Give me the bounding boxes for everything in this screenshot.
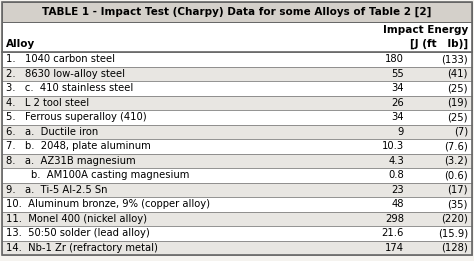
Text: Alloy: Alloy	[6, 39, 35, 49]
Text: 7.   b.  2048, plate aluminum: 7. b. 2048, plate aluminum	[6, 141, 151, 151]
Text: 23: 23	[392, 185, 404, 195]
Bar	[2, 240, 472, 255]
Text: (133): (133)	[441, 54, 468, 64]
Text: 298: 298	[385, 214, 404, 224]
Text: 26: 26	[391, 98, 404, 108]
Bar	[2, 211, 472, 226]
Text: (220): (220)	[441, 214, 468, 224]
Text: 4.3: 4.3	[388, 156, 404, 166]
Bar	[2, 124, 472, 139]
Text: 2.   8630 low-alloy steel: 2. 8630 low-alloy steel	[6, 69, 125, 79]
Bar	[2, 2, 472, 22]
Text: 0.8: 0.8	[388, 170, 404, 180]
Text: 48: 48	[392, 199, 404, 209]
Bar	[2, 197, 472, 211]
Text: 14.  Nb-1 Zr (refractory metal): 14. Nb-1 Zr (refractory metal)	[6, 243, 158, 253]
Text: (35): (35)	[447, 199, 468, 209]
Text: (3.2): (3.2)	[444, 156, 468, 166]
Bar	[2, 52, 472, 67]
Text: [J (ft   lb)]: [J (ft lb)]	[410, 39, 468, 49]
Text: 13.  50:50 solder (lead alloy): 13. 50:50 solder (lead alloy)	[6, 228, 150, 238]
Text: 34: 34	[392, 83, 404, 93]
Bar	[2, 226, 472, 240]
Text: (7): (7)	[454, 127, 468, 137]
Bar	[2, 182, 472, 197]
Text: 10.  Aluminum bronze, 9% (copper alloy): 10. Aluminum bronze, 9% (copper alloy)	[6, 199, 210, 209]
Text: 10.3: 10.3	[382, 141, 404, 151]
Text: (25): (25)	[447, 112, 468, 122]
Text: 1.   1040 carbon steel: 1. 1040 carbon steel	[6, 54, 115, 64]
Text: 174: 174	[385, 243, 404, 253]
Text: b.  AM100A casting magnesium: b. AM100A casting magnesium	[6, 170, 190, 180]
Text: (0.6): (0.6)	[444, 170, 468, 180]
Text: (41): (41)	[447, 69, 468, 79]
Text: (19): (19)	[447, 98, 468, 108]
Bar	[2, 168, 472, 182]
Text: 9: 9	[398, 127, 404, 137]
Bar	[2, 81, 472, 96]
Text: 4.   L 2 tool steel: 4. L 2 tool steel	[6, 98, 89, 108]
Text: 6.   a.  Ductile iron: 6. a. Ductile iron	[6, 127, 98, 137]
Bar	[2, 96, 472, 110]
Text: 34: 34	[392, 112, 404, 122]
Text: TABLE 1 - Impact Test (Charpy) Data for some Alloys of Table 2 [2]: TABLE 1 - Impact Test (Charpy) Data for …	[42, 7, 432, 17]
Text: 11.  Monel 400 (nickel alloy): 11. Monel 400 (nickel alloy)	[6, 214, 147, 224]
Text: (128): (128)	[441, 243, 468, 253]
Text: 8.   a.  AZ31B magnesium: 8. a. AZ31B magnesium	[6, 156, 136, 166]
Text: 5.   Ferrous superalloy (410): 5. Ferrous superalloy (410)	[6, 112, 146, 122]
Bar	[2, 139, 472, 153]
Bar	[2, 153, 472, 168]
Text: 180: 180	[385, 54, 404, 64]
Text: (17): (17)	[447, 185, 468, 195]
Text: (25): (25)	[447, 83, 468, 93]
Text: Impact Energy: Impact Energy	[383, 25, 468, 35]
Text: (7.6): (7.6)	[444, 141, 468, 151]
Bar	[2, 22, 472, 52]
Text: 3.   c.  410 stainless steel: 3. c. 410 stainless steel	[6, 83, 133, 93]
Text: 9.   a.  Ti-5 Al-2.5 Sn: 9. a. Ti-5 Al-2.5 Sn	[6, 185, 108, 195]
Text: 21.6: 21.6	[382, 228, 404, 238]
Bar	[2, 110, 472, 124]
Text: 55: 55	[391, 69, 404, 79]
Bar	[2, 67, 472, 81]
Text: (15.9): (15.9)	[438, 228, 468, 238]
